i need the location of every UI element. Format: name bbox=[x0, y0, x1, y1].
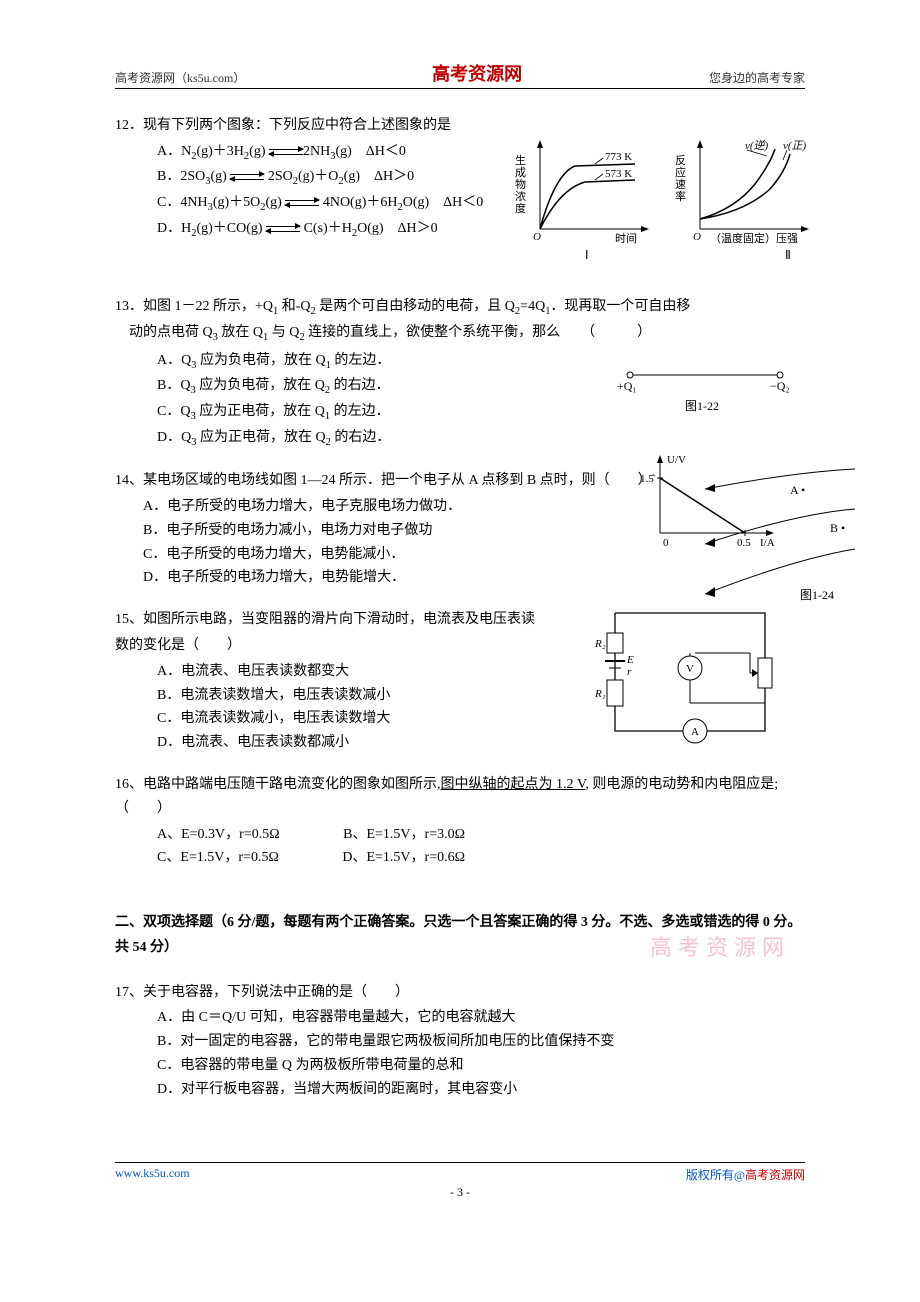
graph-xright: 0.5 bbox=[737, 537, 751, 549]
question-13: 13．如图 1－22 所示，+Q1 和-Q2 是两个可自由移动的电荷，且 Q2=… bbox=[115, 295, 805, 451]
chart2-roman: Ⅱ bbox=[785, 248, 791, 262]
header-title: 高考资源网 bbox=[432, 60, 522, 86]
q16-options-row2: C、E=1.5V，r=0.5Ω D、E=1.5V，r=0.6Ω bbox=[115, 846, 805, 870]
page-footer: www.ks5u.com 版权所有@高考资源网 bbox=[115, 1162, 805, 1183]
footer-url: www.ks5u.com bbox=[115, 1166, 190, 1183]
question-15: 15、如图所示电路，当变阻器的滑片向下滑动时，电流表及电压表读 数的变化是（ ）… bbox=[115, 608, 805, 755]
q16-graph: U/V I/A 1.5 0.5 0 bbox=[635, 453, 785, 562]
q16-option-a: A、E=0.3V，r=0.5Ω bbox=[157, 823, 280, 847]
chart2-xlabel: （温度固定）压强 bbox=[710, 231, 798, 245]
chart1-curve2-label: 573 K bbox=[605, 168, 632, 180]
q17-option-a: A．由 C＝Q/U 可知，电容器带电量越大，它的电容就越大 bbox=[115, 1006, 805, 1030]
circuit-e: E bbox=[626, 654, 634, 666]
q14-point-b: B • bbox=[830, 521, 845, 535]
graph-ylabel: U/V bbox=[667, 454, 686, 466]
circuit-r1: R₁ bbox=[594, 688, 606, 700]
page-header: 高考资源网（ks5u.com） 高考资源网 您身边的高考专家 bbox=[115, 60, 805, 89]
footer-copyright: 版权所有@高考资源网 bbox=[686, 1166, 805, 1183]
q16-stem: 16、电路中路端电压随干路电流变化的图象如图所示,图中纵轴的起点为 1.2 V,… bbox=[115, 773, 805, 821]
graph-origin: 0 bbox=[663, 537, 669, 549]
q17-option-b: B．对一固定的电容器，它的带电量跟它两极板间所加电压的比值保持不变 bbox=[115, 1030, 805, 1054]
header-left: 高考资源网（ks5u.com） bbox=[115, 69, 245, 86]
ammeter-label: A bbox=[691, 726, 699, 738]
q13-fig-q2: −Q₂ bbox=[770, 379, 790, 393]
q13-figure: +Q₁ −Q₂ 图1-22 bbox=[605, 365, 805, 424]
chart2-origin: O bbox=[693, 231, 701, 243]
circuit-r: r bbox=[627, 666, 632, 678]
chart1-xlabel: 时间 bbox=[615, 232, 637, 245]
chart2-ylabel: 反应速率 bbox=[675, 154, 686, 203]
q17-option-d: D．对平行板电容器，当增大两板间的距离时，其电容变小 bbox=[115, 1078, 805, 1102]
q13-option-d: D．Q3 应为正电荷，放在 Q2 的右边． bbox=[115, 426, 805, 452]
q12-chart-svg: 生成物浓度 773 K 573 K O 时间 Ⅰ bbox=[505, 134, 815, 264]
q16-option-b: B、E=1.5V，r=3.0Ω bbox=[343, 823, 465, 847]
q17-option-c: C．电容器的带电量 Q 为两极板所带电荷量的总和 bbox=[115, 1054, 805, 1078]
q12-figures: 生成物浓度 773 K 573 K O 时间 Ⅰ bbox=[505, 134, 815, 273]
q17-stem: 17、关于电容器，下列说法中正确的是（ ） bbox=[115, 981, 805, 1005]
q14-fig-caption: 图1-24 bbox=[800, 588, 834, 602]
q13-stem: 13．如图 1－22 所示，+Q1 和-Q2 是两个可自由移动的电荷，且 Q2=… bbox=[115, 295, 805, 346]
chart1-curve1-label: 773 K bbox=[605, 151, 632, 163]
header-right: 您身边的高考专家 bbox=[709, 69, 805, 86]
page-number: - 3 - bbox=[115, 1185, 805, 1200]
q13-fig-caption: 图1-22 bbox=[685, 399, 719, 413]
q16-option-d: D、E=1.5V，r=0.6Ω bbox=[342, 846, 465, 870]
question-16: 16、电路中路端电压随干路电流变化的图象如图所示,图中纵轴的起点为 1.2 V,… bbox=[115, 773, 805, 870]
voltmeter-label: V bbox=[686, 663, 694, 675]
q14-point-a: A • bbox=[790, 483, 805, 497]
question-17: 17、关于电容器，下列说法中正确的是（ ） A．由 C＝Q/U 可知，电容器带电… bbox=[115, 981, 805, 1102]
q16-option-c: C、E=1.5V，r=0.5Ω bbox=[157, 846, 279, 870]
section-b-heading: 二、双项选择题（6 分/题，每题有两个正确答案。只选一个且答案正确的得 3 分。… bbox=[115, 910, 805, 960]
chart1-origin: O bbox=[533, 231, 541, 243]
graph-xlabel: I/A bbox=[760, 537, 775, 549]
chart1-ylabel: 生成物浓度 bbox=[515, 153, 526, 215]
circuit-r2: R₂ bbox=[594, 638, 606, 650]
graph-ytop: 1.5 bbox=[640, 473, 654, 485]
question-12: 12．现有下列两个图象：下列反应中符合上述图象的是 A．N2(g)＋3H2(g)… bbox=[115, 114, 805, 242]
q16-options-row1: A、E=0.3V，r=0.5Ω B、E=1.5V，r=3.0Ω bbox=[115, 823, 805, 847]
chart1-roman: Ⅰ bbox=[585, 248, 589, 262]
q13-fig-q1: +Q₁ bbox=[617, 379, 637, 393]
q15-circuit: R₂ E r R₁ A V bbox=[595, 603, 795, 762]
